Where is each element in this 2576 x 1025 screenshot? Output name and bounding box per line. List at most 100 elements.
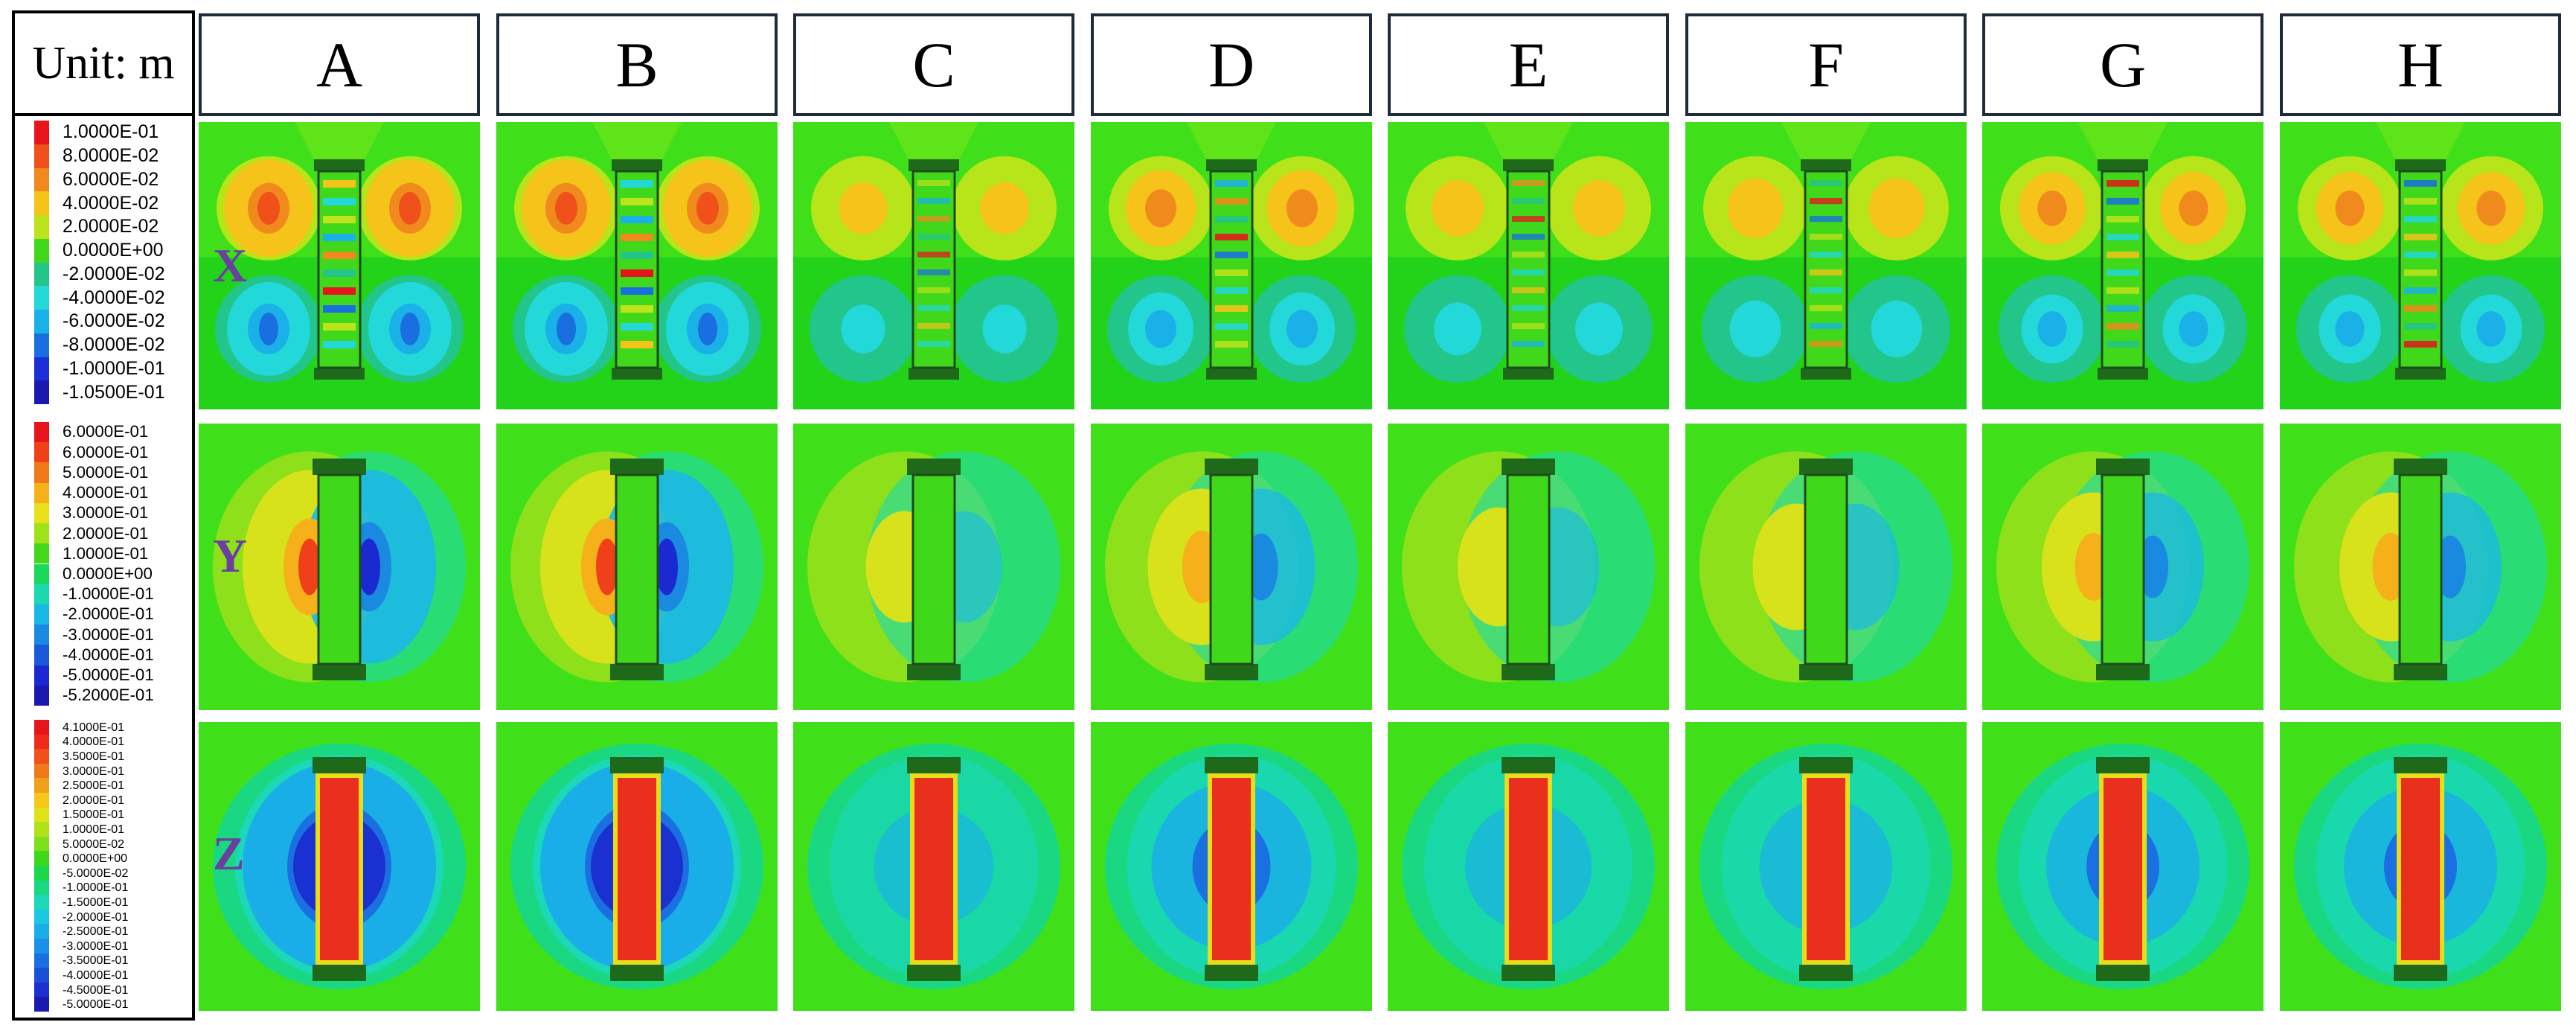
legend-entry: 1.0000E-01 [34,121,158,144]
legend-value: 2.0000E-01 [63,523,149,543]
legend-swatch [34,262,49,287]
legend-swatch [34,357,49,381]
contour-panel-x-c [793,122,1074,409]
legend-value: 4.0000E-01 [63,735,125,749]
legend-swatch [34,625,49,645]
legend-entry: 2.0000E-01 [34,793,124,808]
legend-swatch [34,997,49,1012]
column-header-d: D [1091,13,1372,116]
legend-swatch [34,310,49,333]
unit-label: Unit: m [12,10,195,116]
contour-panel-x-h [2280,122,2561,409]
legend-y: 6.0000E-01 6.0000E-01 5.0000E-01 4.0000E-01… [12,413,195,715]
legend-value: -1.0000E-01 [63,584,154,604]
legend-value: -5.2000E-01 [63,686,154,705]
legend-swatch [34,778,49,793]
column-header-a: A [199,13,480,116]
legend-value: -4.0000E-01 [63,645,154,664]
row-label-y: Y [213,529,248,582]
legend-swatch [34,422,49,443]
legend-swatch [34,953,49,968]
legend-swatch [34,749,49,764]
legend-swatch [34,720,49,735]
legend-value: 3.5000E-01 [63,749,125,763]
column-header-e: E [1388,13,1669,116]
legend-entry: -5.2000E-01 [34,685,154,706]
legend-swatch [34,502,49,524]
legend-entry: 2.0000E-02 [34,215,158,239]
legend-x: 1.0000E-01 8.0000E-02 6.0000E-02 4.0000E-02… [12,112,195,413]
legend-value: 0.0000E+00 [63,240,164,261]
legend-z: 4.1000E-01 4.0000E-01 3.5000E-01 3.0000E-01… [12,711,195,1021]
legend-entry: 4.0000E-01 [34,734,124,750]
legend-entry: -3.0000E-01 [34,625,154,645]
legend-entry: -4.0000E-02 [34,286,165,310]
legend-value: 6.0000E-01 [63,442,149,462]
legend-value: 4.0000E-02 [63,192,159,214]
contour-panel-z-f [1685,722,1967,1011]
legend-swatch [34,665,49,686]
contour-panel-x-a [199,122,480,409]
legend-entry: 8.0000E-02 [34,144,158,168]
legend-value: -1.0000E-01 [63,881,129,895]
contour-panel-y-a [199,424,480,710]
legend-entry: -1.0500E-01 [34,380,165,404]
legend-swatch [34,807,49,823]
legend-entry: -4.5000E-01 [34,982,128,997]
legend-entry: -4.0000E-01 [34,645,154,665]
legend-entry: 4.1000E-01 [34,720,124,735]
column-header-h: H [2280,13,2561,116]
legend-swatch [34,645,49,665]
contour-panel-z-g [1982,722,2263,1011]
legend-swatch [34,734,49,750]
legend-entry: -2.0000E-01 [34,604,154,625]
legend-value: 2.0000E-01 [63,793,125,807]
contour-panel-x-g [1982,122,2263,409]
legend-value: -1.0500E-01 [63,381,165,403]
legend-swatch [34,286,49,310]
legend-entry: 6.0000E-02 [34,167,158,192]
legend-entry: -6.0000E-02 [34,310,165,333]
legend-value: -5.0000E-01 [63,997,129,1012]
legend-entry: -3.5000E-01 [34,953,128,968]
legend-swatch [34,866,49,881]
contour-panel-z-d [1091,722,1372,1011]
legend-entry: 3.0000E-01 [34,502,148,524]
legend-swatch [34,215,49,239]
legend-value: -5.0000E-01 [63,665,154,684]
legend-swatch [34,442,49,463]
legend-value: 2.5000E-01 [63,779,125,793]
legend-swatch [34,793,49,808]
legend-value: 1.0000E-01 [63,121,159,143]
legend-swatch [34,968,49,983]
legend-swatch [34,880,49,895]
legend-entry: -1.0000E-01 [34,357,165,381]
legend-value: -2.0000E-02 [63,263,165,284]
legend-swatch [34,144,49,168]
column-header-b: B [496,13,778,116]
legend-entry: -1.0000E-01 [34,584,154,604]
legend-swatch [34,982,49,997]
contour-panel-y-e [1388,424,1669,710]
legend-entry: -2.0000E-02 [34,262,165,287]
legend-entry: 4.0000E-01 [34,482,148,503]
legend-swatch [34,380,49,404]
legend-value: 5.0000E-01 [63,462,149,482]
contour-panel-z-b [496,722,778,1011]
legend-entry: 2.0000E-01 [34,523,148,544]
legend-entry: -2.5000E-01 [34,924,128,939]
legend-value: -3.0000E-01 [63,939,129,953]
legend-value: -5.0000E-02 [63,866,129,880]
contour-panel-x-f [1685,122,1967,409]
legend-value: -6.0000E-02 [63,310,165,332]
legend-value: 3.0000E-01 [63,764,125,778]
legend-entry: 6.0000E-01 [34,442,148,463]
legend-entry: -5.0000E-01 [34,997,128,1012]
legend-value: -2.5000E-01 [63,925,129,939]
legend-entry: 3.0000E-01 [34,763,124,779]
contour-panel-x-e [1388,122,1669,409]
legend-value: 1.0000E-01 [63,543,149,563]
contour-panel-y-d [1091,424,1372,710]
legend-entry: 5.0000E-02 [34,836,124,852]
legend-value: -3.0000E-01 [63,625,154,644]
